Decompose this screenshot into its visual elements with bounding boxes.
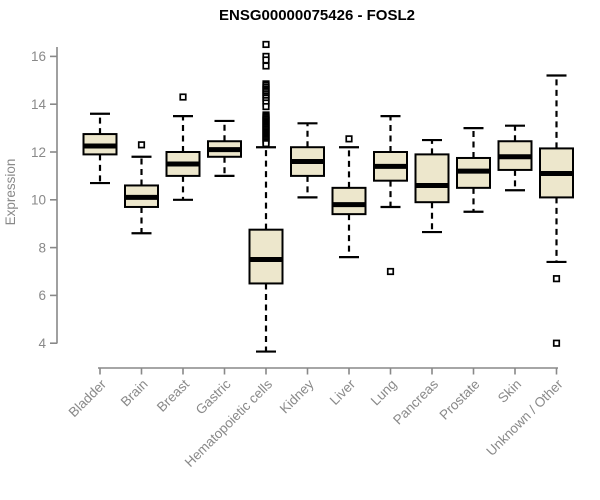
outlier-point: [345, 135, 353, 143]
x-category-label: Lung: [368, 377, 400, 409]
y-tick-label: 12: [31, 145, 46, 160]
box-group-kidney: [290, 122, 325, 199]
outlier-point: [262, 102, 270, 111]
box-rect: [331, 186, 367, 216]
y-tick-label: 14: [31, 97, 47, 112]
outlier-point: [137, 141, 146, 149]
box-group-prostate: [456, 127, 491, 213]
x-category-label: Gastric: [193, 376, 234, 417]
box-group-lung: [373, 115, 408, 276]
box-group-pancreas: [414, 138, 450, 234]
box-rect: [414, 153, 450, 204]
chart-title: ENSG00000075426 - FOSL2: [219, 7, 415, 24]
x-category-label: Breast: [154, 376, 192, 414]
x-category-label: Pancreas: [390, 376, 441, 427]
x-category-label: Unknown / Other: [483, 376, 566, 459]
x-category-label: Skin: [495, 377, 524, 406]
outlier-point: [386, 267, 395, 276]
x-category-label: Bladder: [66, 376, 110, 420]
outlier-point: [262, 140, 270, 148]
box-group-liver: [331, 135, 367, 259]
outlier-point: [262, 56, 270, 64]
box-group-bladder: [82, 112, 118, 185]
y-tick-label: 6: [38, 288, 46, 303]
x-category-label: Kidney: [277, 376, 317, 416]
outlier-point: [179, 93, 187, 101]
x-category-label: Liver: [327, 376, 359, 408]
y-tick-label: 16: [31, 49, 46, 64]
y-tick-label: 8: [38, 240, 46, 255]
box-group-hematopoietic-cells: [248, 40, 284, 353]
y-tick-label: 10: [31, 193, 46, 208]
box-group-breast: [165, 93, 201, 201]
y-tick-label: 4: [38, 336, 46, 351]
x-category-label: Brain: [118, 377, 151, 410]
outlier-point: [262, 62, 270, 70]
outlier-point: [552, 339, 561, 347]
x-category-label: Prostate: [436, 377, 482, 423]
outlier-point: [552, 275, 561, 283]
box-group-skin: [497, 124, 533, 192]
y-axis-label: Expression: [3, 159, 18, 226]
box-group-brain: [124, 141, 159, 235]
box-group-unknown-other: [539, 74, 574, 347]
box-rect: [248, 228, 284, 285]
box-group-gastric: [207, 119, 242, 177]
outlier-point: [262, 40, 270, 49]
